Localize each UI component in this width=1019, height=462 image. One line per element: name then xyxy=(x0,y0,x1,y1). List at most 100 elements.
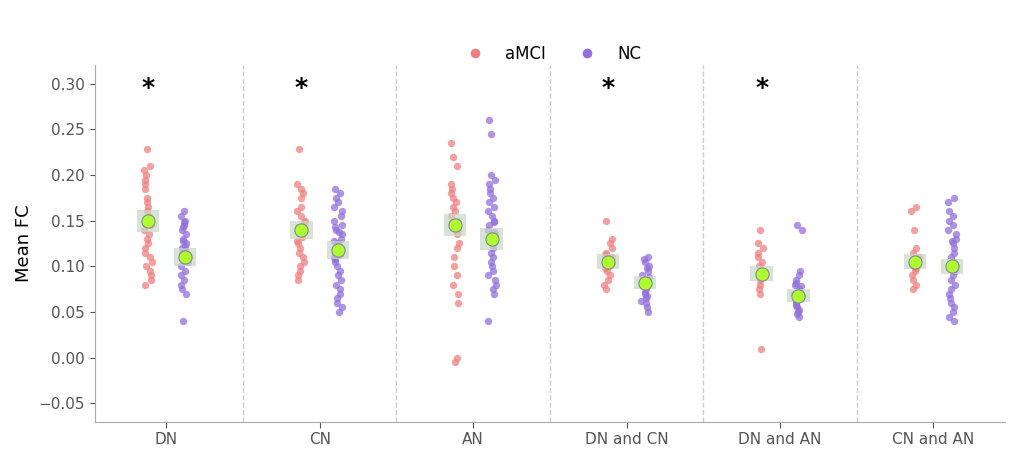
Point xyxy=(480,272,496,279)
Point xyxy=(786,290,802,298)
Point xyxy=(330,243,346,250)
Point xyxy=(483,235,499,243)
Point xyxy=(328,299,344,306)
Point xyxy=(328,226,344,233)
Point xyxy=(139,194,155,201)
Point xyxy=(640,274,656,281)
Point xyxy=(327,185,343,192)
Y-axis label: Mean FC: Mean FC xyxy=(15,205,33,282)
Point xyxy=(296,219,312,226)
Point xyxy=(176,243,193,250)
Point xyxy=(328,194,344,201)
Point xyxy=(333,208,350,215)
Text: *: * xyxy=(294,76,308,100)
Point xyxy=(331,308,347,316)
Point xyxy=(331,189,347,197)
Point xyxy=(442,180,459,188)
Point xyxy=(942,254,958,261)
Point xyxy=(333,304,350,311)
Point xyxy=(791,288,807,296)
Point xyxy=(444,194,461,201)
Point xyxy=(791,286,807,293)
Point xyxy=(485,240,501,247)
Point xyxy=(942,286,958,293)
Point xyxy=(635,255,651,263)
Point xyxy=(176,208,193,215)
Point xyxy=(442,189,459,197)
Point xyxy=(173,286,190,293)
Point xyxy=(442,139,459,146)
Point xyxy=(327,249,343,256)
Point xyxy=(485,267,501,274)
Text: *: * xyxy=(754,76,767,100)
Point xyxy=(487,281,503,288)
Point xyxy=(173,262,190,270)
Point xyxy=(485,228,501,235)
Point xyxy=(331,286,347,293)
Point xyxy=(296,228,312,235)
Point xyxy=(141,231,157,238)
Point xyxy=(143,272,159,279)
Point xyxy=(947,235,963,243)
Point xyxy=(297,217,313,225)
Point xyxy=(448,162,465,170)
Point xyxy=(749,249,765,256)
Point xyxy=(289,272,306,279)
Point xyxy=(754,244,770,252)
Point xyxy=(904,286,920,293)
Point xyxy=(443,185,460,192)
Point xyxy=(793,283,809,290)
Bar xyxy=(903,255,925,269)
Point xyxy=(290,231,307,238)
Point xyxy=(754,267,770,274)
Point xyxy=(904,276,920,284)
Point xyxy=(633,272,649,279)
Point xyxy=(330,240,346,247)
Point xyxy=(484,254,500,261)
Point xyxy=(139,146,155,153)
Point xyxy=(636,279,652,286)
Point xyxy=(449,226,466,233)
Bar xyxy=(137,210,159,231)
Point xyxy=(485,219,501,226)
Point xyxy=(176,221,193,229)
Point xyxy=(637,258,653,266)
Point xyxy=(292,213,309,220)
Point xyxy=(791,272,807,279)
Point xyxy=(174,226,191,233)
Point xyxy=(443,221,460,229)
Point xyxy=(487,231,503,238)
Point xyxy=(945,304,961,311)
Point xyxy=(174,317,191,325)
Point xyxy=(633,298,649,305)
Point xyxy=(177,217,194,225)
Point xyxy=(448,354,465,361)
Point xyxy=(637,290,653,298)
Point xyxy=(637,279,653,286)
Point xyxy=(940,290,956,298)
Point xyxy=(328,281,344,288)
Point xyxy=(906,267,922,274)
Point xyxy=(444,203,461,211)
Point xyxy=(940,226,956,233)
Point xyxy=(910,254,926,261)
Point xyxy=(484,262,500,270)
Point xyxy=(485,217,501,225)
Point xyxy=(787,298,803,305)
Point xyxy=(137,176,153,183)
Point xyxy=(479,317,495,325)
Point xyxy=(787,276,803,284)
Point xyxy=(291,244,308,252)
Point xyxy=(483,213,499,220)
Point xyxy=(332,235,348,243)
Point xyxy=(945,272,961,279)
Point xyxy=(479,226,495,233)
Point xyxy=(596,252,612,259)
Point xyxy=(289,240,306,247)
Point xyxy=(486,276,502,284)
Point xyxy=(443,219,460,226)
Point xyxy=(904,249,920,256)
Point xyxy=(940,217,956,225)
Point xyxy=(485,290,501,298)
Point xyxy=(941,208,957,215)
